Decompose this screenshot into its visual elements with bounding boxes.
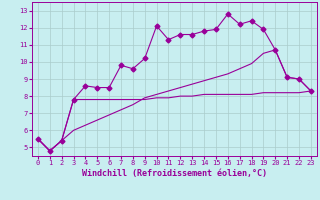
X-axis label: Windchill (Refroidissement éolien,°C): Windchill (Refroidissement éolien,°C) — [82, 169, 267, 178]
